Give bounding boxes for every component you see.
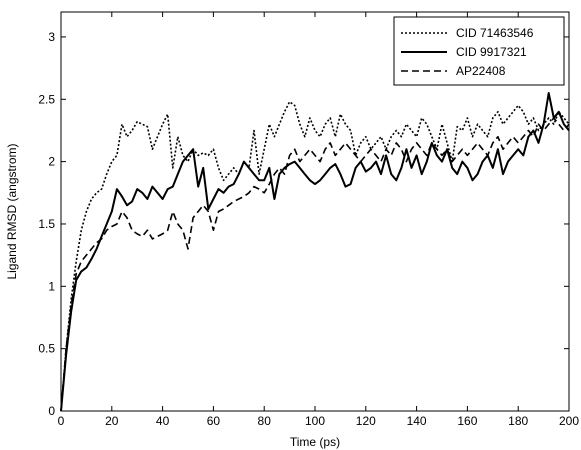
x-tick-label: 100 [305,414,325,428]
series-line-1 [60,92,570,412]
x-axis-label: Time (ps) [290,435,340,449]
y-axis-label: Ligand RMSD (angstrom) [5,143,19,279]
legend-label-0: CID 71463546 [456,26,534,40]
x-tick-label: 200 [559,414,579,428]
y-tick-label: 0 [48,404,55,418]
x-tick-label: 120 [356,414,376,428]
x-tick-label: 160 [457,414,477,428]
axes: 0 20 40 60 80 100 120 140 160 180 200 0 0.5 1 1.5 2 2.5 3… [5,11,579,449]
x-tick-label: 140 [407,414,427,428]
x-tick-label: 40 [156,414,170,428]
y-tick-label: 3 [48,30,55,44]
x-tick-label: 60 [207,414,221,428]
legend: CID 71463546 CID 9917321 AP22408 [393,16,565,86]
legend-label-2: AP22408 [456,64,506,78]
legend-label-1: CID 9917321 [456,45,527,59]
y-tick-label: 2.5 [38,92,55,106]
x-tick-label: 180 [508,414,528,428]
series-line-2 [60,117,570,412]
y-tick-label: 1 [48,279,55,293]
x-tick-label: 80 [258,414,272,428]
y-tick-label: 1.5 [38,217,55,231]
y-tick-label: 0.5 [38,342,55,356]
series-line-0 [60,101,570,412]
y-tick-label: 2 [48,155,55,169]
x-tick-label: 0 [58,414,65,428]
x-tick-label: 20 [105,414,119,428]
